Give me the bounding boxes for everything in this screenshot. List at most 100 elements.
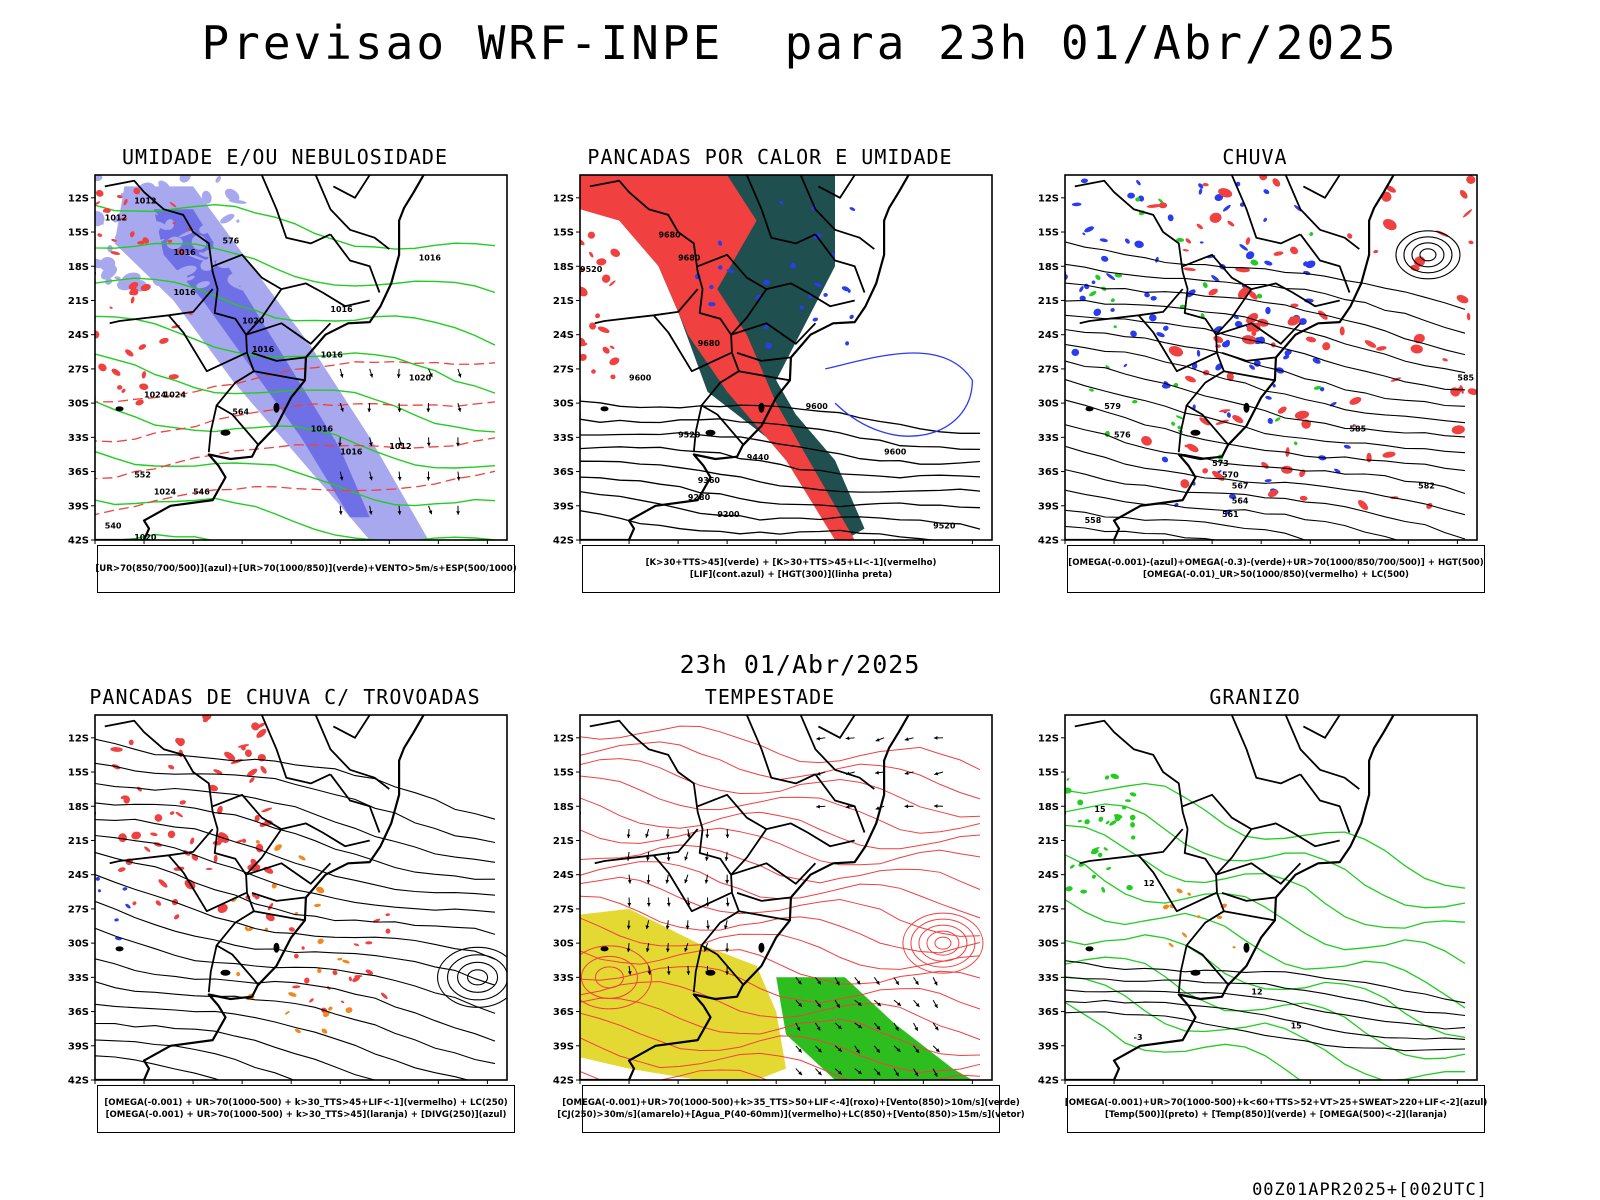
omega-patch bbox=[1211, 275, 1220, 282]
contour-label: 1016 bbox=[330, 305, 353, 314]
map-base bbox=[580, 715, 910, 1080]
wind-vector-head bbox=[837, 1025, 842, 1029]
border-line bbox=[594, 288, 699, 325]
storm-patch bbox=[175, 811, 183, 818]
wind-vector-head bbox=[817, 1048, 822, 1053]
lon-label: 30W bbox=[1445, 1084, 1470, 1085]
omega-patch bbox=[1161, 456, 1169, 463]
red-patch bbox=[138, 344, 147, 350]
hgt500-contour bbox=[1065, 520, 1219, 540]
border-line bbox=[251, 352, 306, 362]
red-patch bbox=[596, 258, 607, 266]
wind-vector-head bbox=[904, 771, 909, 776]
border-line bbox=[1284, 175, 1360, 250]
lat-label: 39S bbox=[553, 1041, 574, 1052]
streamline bbox=[95, 818, 496, 896]
rain-patch bbox=[1213, 335, 1224, 343]
red-patch bbox=[116, 194, 123, 199]
map-axes: 12S 15S 18S 21S 24S 27S 30S 33S 36S 39S 42S70W 65W 6… bbox=[68, 714, 508, 1085]
rain-patch bbox=[1183, 267, 1196, 271]
map-tempestade: 12S 15S 18S 21S 24S 27S 30S 33S 36S 39S 42S70W 65W 6… bbox=[553, 714, 993, 1085]
lon-label: 30W bbox=[475, 544, 500, 545]
orange-patch bbox=[342, 959, 350, 964]
cloud-patch bbox=[199, 225, 210, 234]
lon-label: 50W bbox=[1249, 1084, 1274, 1085]
omega-patch bbox=[1071, 202, 1082, 207]
border-line bbox=[589, 179, 704, 290]
wind-vector-head bbox=[934, 771, 939, 776]
omega-patch bbox=[1101, 255, 1109, 262]
green-patch bbox=[1114, 815, 1121, 822]
wind-vector-head bbox=[895, 1026, 899, 1031]
lagoon bbox=[1190, 969, 1201, 976]
red-patch bbox=[140, 283, 151, 292]
green-contour bbox=[95, 315, 496, 394]
omega-patch bbox=[1199, 241, 1204, 244]
lif-patch bbox=[708, 301, 716, 307]
omega-patch bbox=[1163, 325, 1169, 331]
red-patch bbox=[580, 353, 587, 361]
streamline bbox=[95, 834, 496, 913]
omega-patch bbox=[1263, 217, 1267, 222]
border-line bbox=[212, 253, 370, 308]
lc850-contour bbox=[580, 797, 981, 850]
contour-label: 9520 bbox=[933, 522, 956, 531]
orange-patch bbox=[271, 883, 277, 889]
lif-patch bbox=[845, 341, 850, 346]
wind-vector-head bbox=[858, 1024, 862, 1029]
wind-vector-head bbox=[933, 735, 938, 740]
cloud-patch bbox=[141, 226, 160, 239]
omega-patch bbox=[1099, 238, 1108, 243]
rain-patch bbox=[1184, 375, 1196, 383]
wind-vector-head bbox=[914, 1072, 919, 1077]
contour-label: 15 bbox=[1094, 805, 1106, 814]
red-patch bbox=[602, 346, 610, 354]
red-patch bbox=[97, 233, 103, 237]
wind-vector-head bbox=[429, 373, 433, 378]
rain-patch bbox=[1366, 452, 1372, 463]
omega-patch bbox=[1245, 251, 1255, 260]
lon-label: 40W bbox=[1347, 544, 1372, 545]
panel-title: CHUVA bbox=[1222, 145, 1288, 169]
lon-label: 50W bbox=[279, 1084, 304, 1085]
lon-label: 45W bbox=[328, 1084, 353, 1085]
green-patch bbox=[1110, 773, 1120, 780]
streamline bbox=[95, 874, 496, 960]
wind-vector-head bbox=[626, 834, 631, 839]
storm-patch bbox=[128, 739, 134, 746]
storm-patch bbox=[205, 867, 213, 871]
omega-strong-patch bbox=[1177, 425, 1181, 430]
lat-label: 15S bbox=[68, 228, 89, 239]
lat-label: 33S bbox=[68, 973, 89, 984]
wind-vector-head bbox=[665, 925, 670, 930]
omega-patch bbox=[1239, 244, 1248, 251]
lif-patch bbox=[823, 293, 828, 297]
red-patch bbox=[601, 274, 611, 283]
border-line bbox=[814, 233, 866, 293]
border-line bbox=[1230, 175, 1301, 245]
wind-vector-head bbox=[904, 804, 909, 809]
storm-patch bbox=[244, 749, 252, 758]
wind-vector-head bbox=[397, 511, 402, 515]
border-line bbox=[745, 175, 816, 245]
omega-patch bbox=[1144, 292, 1150, 298]
lat-label: 27S bbox=[1038, 364, 1059, 375]
lat-label: 21S bbox=[553, 836, 574, 847]
lon-label: 70W bbox=[1053, 544, 1078, 545]
contour-label: 570 bbox=[1222, 470, 1239, 479]
wind-vector-head bbox=[725, 971, 730, 975]
omega-patch bbox=[1264, 479, 1272, 483]
panel-tempestade: TEMPESTADE 12S 15S 18S 21S 24S 27S 30S 33S 36S 39… bbox=[535, 685, 1025, 1155]
map-frame bbox=[94, 714, 508, 1081]
border-line bbox=[1074, 179, 1189, 290]
lat-label: 27S bbox=[68, 904, 89, 915]
orange-patch bbox=[345, 1007, 353, 1014]
omega-patch bbox=[1168, 942, 1174, 948]
rain-patch bbox=[1468, 240, 1474, 245]
hgt500-contour bbox=[1065, 424, 1466, 495]
storm-patch bbox=[179, 800, 186, 805]
panel-chuva: CHUVA 579 576 573 570 567 564 561 558 582 585 585 1… bbox=[1020, 145, 1490, 615]
storm-patch bbox=[144, 846, 151, 852]
green-patch bbox=[1101, 886, 1106, 893]
border-line bbox=[817, 175, 856, 199]
